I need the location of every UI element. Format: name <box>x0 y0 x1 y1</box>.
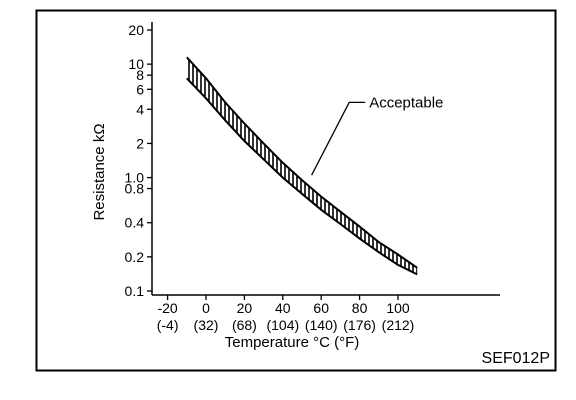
y-tick-label: 6 <box>136 81 144 97</box>
y-tick-label: 0.2 <box>125 249 145 265</box>
x-tick-label: 100 <box>386 300 410 316</box>
x-tick-sublabel: (176) <box>343 317 376 333</box>
y-tick-label: 4 <box>136 101 144 117</box>
figure-code: SEF012P <box>482 350 550 367</box>
x-tick-label: 80 <box>352 300 368 316</box>
x-tick-sublabel: (140) <box>305 317 338 333</box>
x-axis-label: Temperature °C (°F) <box>225 334 360 351</box>
y-tick-label: 8 <box>136 67 144 83</box>
x-tick-sublabel: (-4) <box>157 317 179 333</box>
acceptable-band-lower-edge <box>186 77 418 276</box>
y-tick-label: 2 <box>136 135 144 151</box>
x-tick-label: 60 <box>313 300 329 316</box>
x-tick-label: 20 <box>237 300 253 316</box>
acceptable-band-layer <box>186 56 418 276</box>
axes <box>151 22 500 296</box>
y-tick-label: 0.1 <box>125 283 145 299</box>
y-tick-label: 20 <box>128 22 144 38</box>
y-tick-label: 1.0 <box>125 170 145 186</box>
x-tick-label: 40 <box>275 300 291 316</box>
acceptable-band <box>186 57 418 275</box>
annotation-leader-line <box>311 101 366 176</box>
y-tick-label: 0.8 <box>125 181 145 197</box>
y-tick-label: 10 <box>128 56 144 72</box>
figure-border <box>35 9 557 372</box>
y-tick-label: 0.4 <box>125 215 145 231</box>
annotation-label: Acceptable <box>369 94 443 111</box>
x-tick-sublabel: (104) <box>266 317 299 333</box>
x-tick-sublabel: (32) <box>194 317 219 333</box>
annotation-layer: Acceptable <box>311 94 443 176</box>
x-tick-sublabel: (68) <box>232 317 257 333</box>
y-axis-label: Resistance kΩ <box>91 123 108 220</box>
x-tick-label: 0 <box>202 300 210 316</box>
x-ticks: -20(-4) 0(32) 20(68) 40(104) 60(140) 80(176) 1… <box>157 295 415 333</box>
x-tick-label: -20 <box>157 300 177 316</box>
x-tick-sublabel: (212) <box>382 317 415 333</box>
acceptable-band-upper-edge <box>186 56 418 269</box>
